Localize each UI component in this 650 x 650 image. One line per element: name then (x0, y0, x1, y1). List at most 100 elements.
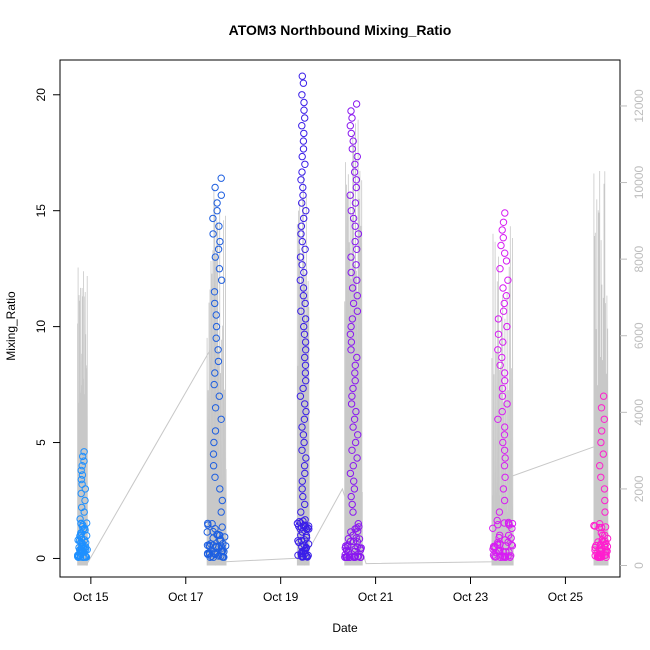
data-point (353, 454, 361, 462)
data-point (298, 543, 306, 551)
data-point (494, 521, 502, 529)
y2-tick-label: 12000 (632, 89, 646, 123)
data-point (299, 552, 307, 560)
data-point (597, 404, 606, 412)
data-point (504, 276, 512, 284)
data-point (496, 531, 504, 539)
data-point (352, 407, 360, 416)
data-point (301, 245, 309, 254)
data-point (350, 415, 359, 423)
data-point (506, 553, 514, 561)
x-tick-label: Oct 19 (263, 590, 299, 604)
data-point (347, 338, 356, 346)
data-point (601, 508, 609, 516)
data-point (347, 207, 355, 215)
data-point (499, 485, 508, 493)
data-point (353, 276, 361, 284)
data-point (215, 531, 224, 539)
data-point (348, 446, 356, 454)
data-point (299, 191, 307, 199)
data-point (348, 392, 356, 400)
data-point (77, 489, 85, 498)
data-point (351, 361, 359, 369)
data-point (209, 462, 218, 470)
data-point (348, 145, 356, 153)
data-point (302, 207, 310, 215)
data-point (299, 292, 308, 300)
data-point (349, 384, 357, 393)
data-point (505, 548, 513, 556)
data-point (499, 284, 507, 292)
data-point (500, 369, 509, 377)
data-point (350, 485, 359, 493)
data-point (299, 431, 308, 439)
data-point (352, 183, 360, 192)
data-point (351, 160, 359, 169)
data-point (353, 152, 361, 161)
data-point (301, 369, 310, 377)
data-point (294, 537, 302, 545)
data-point (215, 265, 224, 273)
data-point (302, 532, 311, 540)
data-point (352, 100, 361, 108)
y-tick-label: 5 (34, 439, 48, 446)
data-point (218, 553, 227, 561)
data-point (494, 415, 502, 423)
data-point (302, 377, 310, 385)
data-point (214, 245, 223, 254)
data-point (298, 485, 306, 493)
data-point (351, 222, 359, 230)
data-point (351, 377, 359, 385)
data-point (296, 392, 305, 400)
y2-tick-label: 2000 (632, 475, 646, 502)
data-point (299, 284, 308, 292)
data-point (300, 214, 308, 223)
data-point (603, 547, 611, 555)
data-point (298, 168, 306, 176)
data-point (499, 338, 507, 346)
series-group (293, 72, 313, 561)
data-point (78, 540, 87, 549)
data-point (217, 276, 226, 284)
data-point (215, 222, 223, 230)
data-point (354, 527, 362, 535)
data-point (594, 538, 602, 546)
data-point (496, 361, 504, 369)
data-point (301, 338, 310, 346)
data-point (496, 265, 504, 273)
data-point (301, 469, 309, 478)
data-point (299, 79, 308, 87)
plot-frame (59, 59, 621, 578)
data-point (498, 392, 507, 400)
data-point (81, 552, 90, 560)
data-point (494, 547, 503, 556)
data-point (209, 230, 217, 238)
data-point (300, 106, 308, 114)
series-group (590, 392, 612, 561)
data-point (217, 174, 225, 182)
data-point (591, 546, 599, 554)
data-point (78, 462, 86, 470)
data-point (301, 353, 309, 362)
data-point (217, 552, 225, 560)
data-point (301, 361, 310, 369)
data-point (211, 253, 220, 261)
data-point (77, 520, 85, 528)
data-point (347, 400, 356, 408)
data-point (350, 477, 358, 485)
y2-tick-label: 8000 (632, 245, 646, 272)
data-point (493, 540, 502, 549)
data-point (213, 207, 221, 215)
data-point (298, 91, 306, 99)
data-point (354, 520, 362, 528)
series-group (74, 448, 91, 561)
y-tick-label: 20 (34, 88, 48, 102)
data-point (297, 176, 305, 184)
data-point (300, 268, 308, 277)
data-point (351, 552, 359, 560)
data-point (601, 523, 610, 531)
data-point (301, 400, 309, 408)
data-point (500, 431, 509, 439)
data-point (215, 392, 224, 400)
x-tick-label: Oct 25 (548, 590, 584, 604)
